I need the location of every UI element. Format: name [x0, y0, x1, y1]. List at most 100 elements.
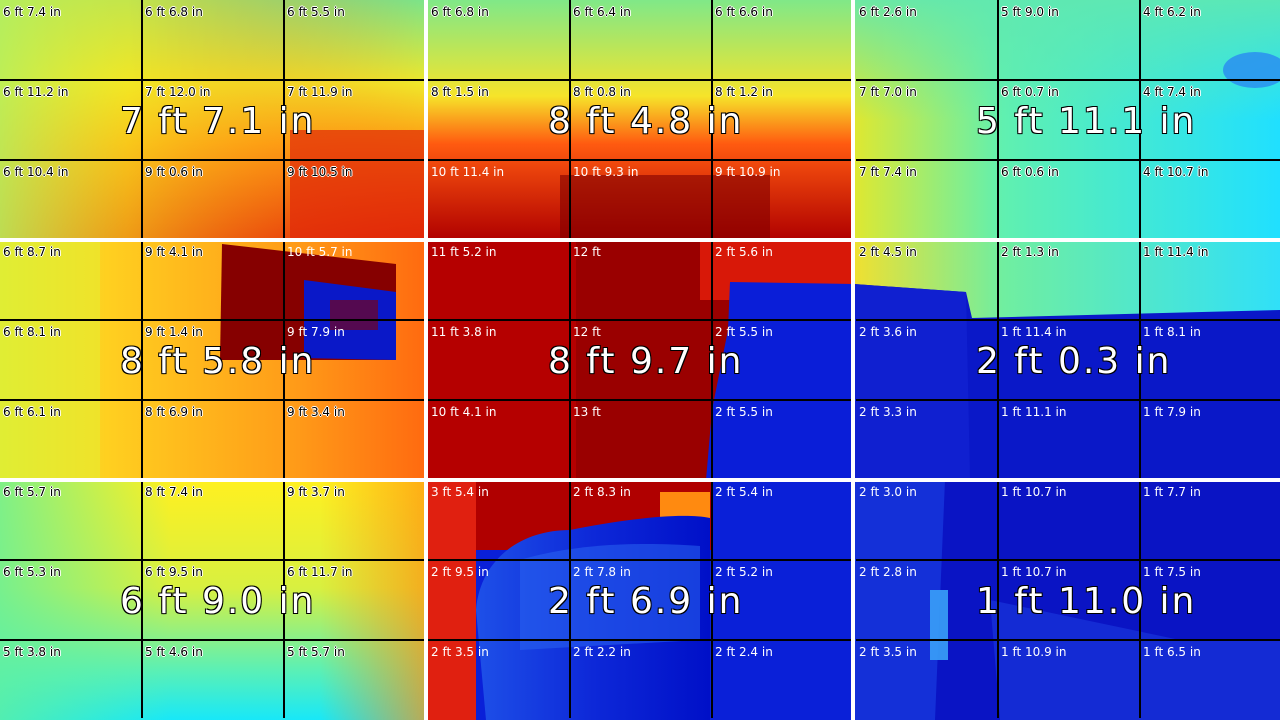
- cell-distance-label: 1 ft 11.1 in: [1001, 405, 1066, 419]
- cell-distance-label: 2 ft 5.4 in: [715, 485, 773, 499]
- cell-distance-label: 2 ft 2.4 in: [715, 645, 773, 659]
- cell-distance-label: 6 ft 2.6 in: [859, 5, 917, 19]
- grid-line: [428, 639, 852, 641]
- cell-distance-label: 10 ft 4.1 in: [431, 405, 496, 419]
- panel-average-distance: 6 ft 9.0 in: [120, 582, 315, 622]
- panel-separator: [424, 0, 428, 720]
- cell-distance-label: 4 ft 10.7 in: [1143, 165, 1208, 179]
- cell-distance-label: 1 ft 10.9 in: [1001, 645, 1066, 659]
- grid-line: [0, 559, 424, 561]
- cell-distance-label: 2 ft 5.5 in: [715, 325, 773, 339]
- grid-line: [428, 559, 852, 561]
- panel-separator: [851, 0, 855, 720]
- cell-distance-label: 1 ft 10.7 in: [1001, 485, 1066, 499]
- cell-distance-label: 7 ft 11.9 in: [287, 85, 352, 99]
- grid-line: [856, 319, 1280, 321]
- grid-line: [856, 79, 1280, 81]
- cell-distance-label: 1 ft 7.7 in: [1143, 485, 1201, 499]
- cell-distance-label: 5 ft 3.8 in: [3, 645, 61, 659]
- cell-distance-label: 2 ft 3.6 in: [859, 325, 917, 339]
- cell-distance-label: 7 ft 7.0 in: [859, 85, 917, 99]
- cell-distance-label: 12 ft: [573, 245, 601, 259]
- cell-distance-label: 2 ft 4.5 in: [859, 245, 917, 259]
- grid-line: [428, 79, 852, 81]
- cell-distance-label: 9 ft 10.9 in: [715, 165, 780, 179]
- cell-distance-label: 2 ft 2.2 in: [573, 645, 631, 659]
- cell-distance-label: 2 ft 1.3 in: [1001, 245, 1059, 259]
- cell-distance-label: 6 ft 6.8 in: [431, 5, 489, 19]
- cell-distance-label: 5 ft 4.6 in: [145, 645, 203, 659]
- cell-distance-label: 9 ft 0.6 in: [145, 165, 203, 179]
- cell-distance-label: 2 ft 5.2 in: [715, 565, 773, 579]
- cell-distance-label: 9 ft 4.1 in: [145, 245, 203, 259]
- cell-distance-label: 2 ft 3.5 in: [859, 645, 917, 659]
- cell-distance-label: 2 ft 8.3 in: [573, 485, 631, 499]
- cell-distance-label: 6 ft 6.1 in: [3, 405, 61, 419]
- cell-distance-label: 6 ft 11.2 in: [3, 85, 68, 99]
- cell-distance-label: 6 ft 8.1 in: [3, 325, 61, 339]
- grid-line: [0, 79, 424, 81]
- cell-distance-label: 6 ft 8.7 in: [3, 245, 61, 259]
- grid-line: [428, 319, 852, 321]
- cell-distance-label: 1 ft 7.5 in: [1143, 565, 1201, 579]
- cell-distance-label: 6 ft 6.6 in: [715, 5, 773, 19]
- cell-distance-label: 2 ft 3.5 in: [431, 645, 489, 659]
- grid-line: [856, 399, 1280, 401]
- panel-average-distance: 2 ft 6.9 in: [548, 582, 743, 622]
- cell-distance-label: 2 ft 2.8 in: [859, 565, 917, 579]
- panel-average-distance: 5 ft 11.1 in: [976, 102, 1196, 142]
- cell-distance-label: 13 ft: [573, 405, 601, 419]
- cell-distance-label: 12 ft: [573, 325, 601, 339]
- cell-distance-label: 6 ft 6.8 in: [145, 5, 203, 19]
- panel-average-distance: 2 ft 0.3 in: [976, 342, 1171, 382]
- grid-line: [0, 399, 424, 401]
- cell-distance-label: 9 ft 7.9 in: [287, 325, 345, 339]
- cell-distance-label: 6 ft 9.5 in: [145, 565, 203, 579]
- grid-line: [428, 159, 852, 161]
- cell-distance-label: 1 ft 8.1 in: [1143, 325, 1201, 339]
- cell-distance-label: 8 ft 7.4 in: [145, 485, 203, 499]
- cell-distance-label: 11 ft 3.8 in: [431, 325, 496, 339]
- cell-distance-label: 2 ft 3.3 in: [859, 405, 917, 419]
- cell-distance-label: 5 ft 5.7 in: [287, 645, 345, 659]
- cell-distance-label: 4 ft 6.2 in: [1143, 5, 1201, 19]
- panel-average-distance: 1 ft 11.0 in: [976, 582, 1196, 622]
- cell-distance-label: 6 ft 5.5 in: [287, 5, 345, 19]
- panel-average-distance: 8 ft 9.7 in: [548, 342, 743, 382]
- panel-average-distance: 7 ft 7.1 in: [120, 102, 315, 142]
- cell-distance-label: 7 ft 12.0 in: [145, 85, 210, 99]
- cell-distance-label: 6 ft 10.4 in: [3, 165, 68, 179]
- cell-distance-label: 10 ft 11.4 in: [431, 165, 504, 179]
- grid-line: [0, 639, 424, 641]
- grid-line: [856, 639, 1280, 641]
- grid-line: [856, 559, 1280, 561]
- cell-distance-label: 3 ft 5.4 in: [431, 485, 489, 499]
- cell-distance-label: 1 ft 7.9 in: [1143, 405, 1201, 419]
- panel-separator: [0, 478, 1280, 482]
- cell-distance-label: 6 ft 5.7 in: [3, 485, 61, 499]
- cell-distance-label: 6 ft 6.4 in: [573, 5, 631, 19]
- cell-distance-label: 1 ft 11.4 in: [1001, 325, 1066, 339]
- cell-distance-label: 4 ft 7.4 in: [1143, 85, 1201, 99]
- cell-distance-label: 6 ft 0.6 in: [1001, 165, 1059, 179]
- cell-distance-label: 7 ft 7.4 in: [859, 165, 917, 179]
- grid-line: [0, 319, 424, 321]
- cell-distance-label: 8 ft 6.9 in: [145, 405, 203, 419]
- cell-distance-label: 1 ft 6.5 in: [1143, 645, 1201, 659]
- cell-distance-label: 9 ft 3.7 in: [287, 485, 345, 499]
- cell-distance-label: 2 ft 7.8 in: [573, 565, 631, 579]
- cell-distance-label: 6 ft 11.7 in: [287, 565, 352, 579]
- panel-average-distance: 8 ft 5.8 in: [120, 342, 315, 382]
- grid-line: [428, 399, 852, 401]
- cell-distance-label: 10 ft 9.3 in: [573, 165, 638, 179]
- cell-distance-label: 5 ft 9.0 in: [1001, 5, 1059, 19]
- cell-distance-label: 8 ft 1.5 in: [431, 85, 489, 99]
- grid-line: [0, 159, 424, 161]
- cell-distance-label: 11 ft 5.2 in: [431, 245, 496, 259]
- cell-distance-label: 1 ft 11.4 in: [1143, 245, 1208, 259]
- cell-distance-label: 8 ft 1.2 in: [715, 85, 773, 99]
- cell-distance-label: 2 ft 5.6 in: [715, 245, 773, 259]
- cell-distance-label: 9 ft 1.4 in: [145, 325, 203, 339]
- cell-distance-label: 6 ft 5.3 in: [3, 565, 61, 579]
